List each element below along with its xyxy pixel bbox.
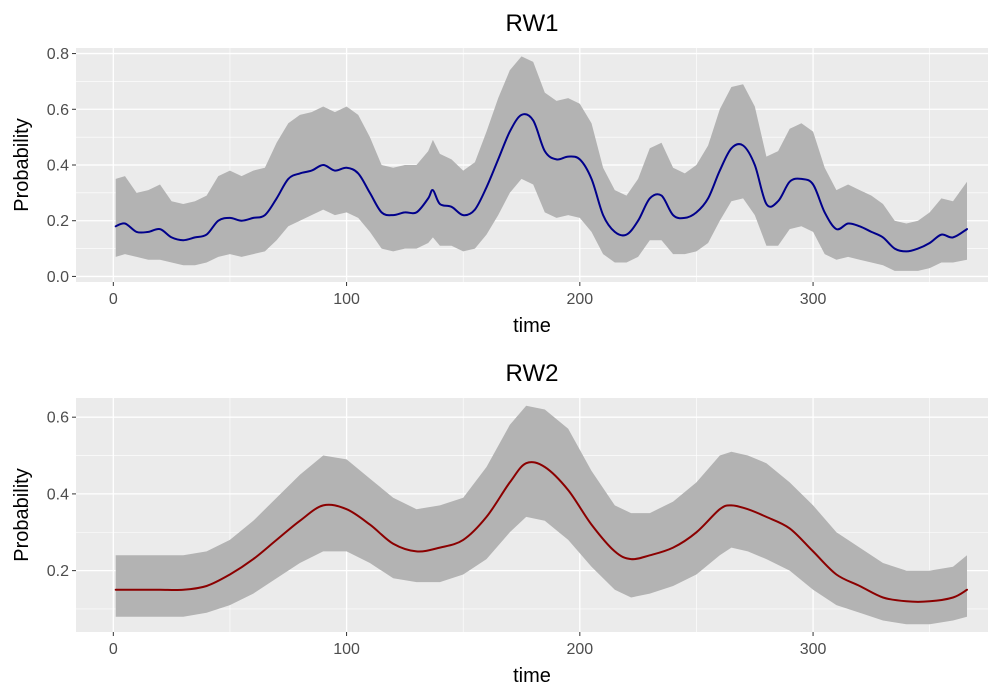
confidence-band xyxy=(115,56,967,271)
series-line xyxy=(114,461,968,603)
y-axis-label: Probability xyxy=(11,468,33,561)
x-tick-label: 0 xyxy=(109,641,118,658)
y-tick-label: 0.2 xyxy=(47,213,69,230)
x-tick-label: 200 xyxy=(566,641,593,658)
panel-rw1: 0 100 200 300 0.0 0.2 0.4 0.6 0.8 RW1 time Probabil… xyxy=(11,10,988,337)
x-tick-label: 300 xyxy=(800,641,827,658)
x-axis-label: time xyxy=(513,665,551,687)
y-tick-label: 0.4 xyxy=(47,486,69,503)
plot-title: RW2 xyxy=(506,360,559,387)
y-tick-label: 0.6 xyxy=(47,410,69,427)
x-axis-label: time xyxy=(513,315,551,337)
x-tick-label: 200 xyxy=(566,291,593,308)
confidence-band xyxy=(115,405,967,625)
y-tick-label: 0.4 xyxy=(47,158,69,175)
y-tick-label: 0.0 xyxy=(47,269,69,286)
y-tick-label: 0.2 xyxy=(47,563,69,580)
plot-title: RW1 xyxy=(506,10,559,37)
y-tick-label: 0.8 xyxy=(47,46,69,63)
x-tick-label: 100 xyxy=(333,291,360,308)
x-tick-label: 300 xyxy=(800,291,827,308)
series-line xyxy=(114,113,968,253)
x-tick-label: 100 xyxy=(333,641,360,658)
x-tick-label: 0 xyxy=(109,291,118,308)
y-tick-label: 0.6 xyxy=(47,102,69,119)
y-axis-label: Probability xyxy=(11,118,33,211)
panel-rw2: 0 100 200 300 0.2 0.4 0.6 RW2 time Probability xyxy=(11,360,988,687)
